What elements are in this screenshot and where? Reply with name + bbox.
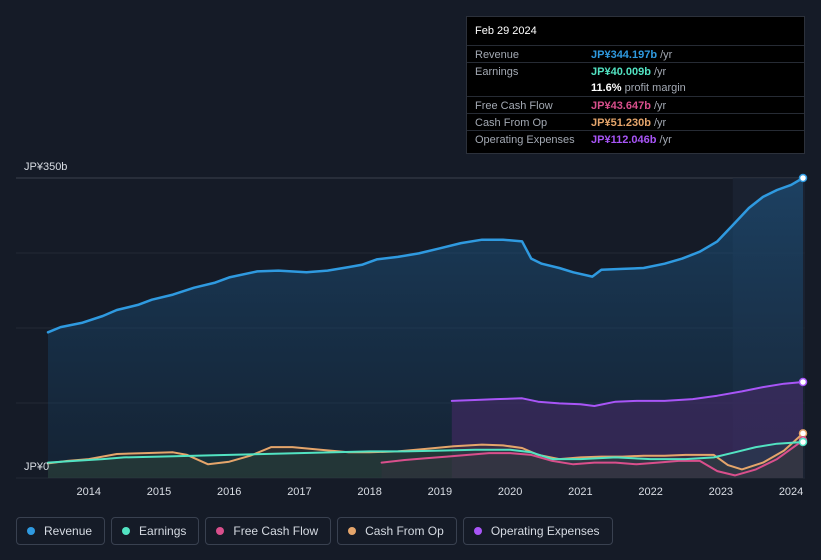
tooltip-row-label: Revenue [475, 49, 520, 61]
earnings-line [47, 441, 804, 464]
x-tick-label: 2018 [357, 486, 381, 498]
legend-label: Operating Expenses [490, 524, 600, 538]
legend-label: Cash From Op [365, 524, 444, 538]
tooltip-panel: Feb 29 2024 Revenue JP¥344.197b /yr Earnin… [466, 16, 805, 154]
tooltip-date: Feb 29 2024 [475, 25, 537, 37]
tooltip-row: Revenue JP¥344.197b /yr [467, 45, 804, 62]
y-axis-bottom-label: JP¥0 [24, 461, 49, 473]
legend-label: Revenue [44, 524, 93, 538]
legend-item-revenue[interactable]: Revenue [16, 517, 106, 545]
legend-item-earnings[interactable]: Earnings [111, 517, 200, 545]
x-tick-label: 2022 [638, 486, 662, 498]
legend-dot-icon [216, 527, 225, 535]
legend-item-operating-expenses[interactable]: Operating Expenses [462, 517, 613, 545]
tooltip-value-number: JP¥51.230b [591, 117, 651, 129]
x-axis-ticks: 2014 2015 2016 2017 2018 2019 2020 2021 2022 2023… [76, 486, 803, 498]
series-endpoints [798, 173, 808, 447]
x-tick-label: 2024 [779, 486, 803, 498]
tooltip-value-number: JP¥43.647b [591, 100, 651, 112]
tooltip-row-value: 11.6% profit margin [591, 82, 686, 94]
tooltip-value-number: 11.6% [591, 82, 622, 94]
operating-expenses-endpoint[interactable] [798, 377, 808, 387]
tooltip-value-number: JP¥344.197b [591, 49, 658, 61]
revenue-line [46, 176, 805, 334]
legend: Revenue Earnings Free Cash Flow Cash From O… [16, 517, 613, 545]
series-areas [48, 178, 803, 478]
legend-item-free-cash-flow[interactable]: Free Cash Flow [205, 517, 332, 545]
tooltip-row: Earnings JP¥40.009b /yr [467, 62, 804, 79]
tooltip-value-unit: /yr [656, 134, 672, 146]
tooltip-row: Operating Expenses JP¥112.046b /yr [467, 130, 804, 147]
series-lines [46, 176, 805, 477]
legend-item-cash-from-op[interactable]: Cash From Op [337, 517, 457, 545]
legend-dot-icon [348, 527, 357, 535]
tooltip-value-unit: /yr [657, 49, 673, 61]
legend-label: Earnings [139, 524, 187, 538]
free-cash-flow-area [381, 440, 803, 478]
tooltip-value-number: JP¥112.046b [591, 134, 657, 146]
tooltip-row-value: JP¥43.647b /yr [591, 100, 666, 112]
tooltip-row-label: Cash From Op [475, 117, 548, 129]
x-tick-label: 2021 [568, 486, 592, 498]
tooltip-row-value: JP¥112.046b /yr [591, 134, 672, 146]
x-tick-label: 2016 [217, 486, 241, 498]
legend-dot-icon [27, 527, 35, 535]
x-tick-label: 2014 [76, 486, 100, 498]
tooltip-row-value: JP¥40.009b /yr [591, 66, 666, 78]
y-axis-top-label: JP¥350b [24, 161, 67, 173]
tooltip-row: Cash From Op JP¥51.230b /yr [467, 113, 804, 130]
tooltip-value-unit: /yr [650, 100, 667, 112]
tooltip-value-unit: /yr [650, 117, 667, 129]
cash-from-op-endpoint[interactable] [798, 429, 808, 438]
tooltip-row-value: JP¥344.197b /yr [591, 49, 672, 61]
tooltip-row-label: Free Cash Flow [475, 100, 553, 112]
x-tick-label: 2019 [428, 486, 452, 498]
tooltip-row: 11.6% profit margin [467, 79, 804, 96]
tooltip-row-label: Earnings [475, 66, 519, 78]
x-tick-label: 2020 [498, 486, 522, 498]
tooltip-value-unit: profit margin [621, 82, 686, 94]
x-tick-label: 2017 [287, 486, 311, 498]
tooltip-value-number: JP¥40.009b [591, 66, 651, 78]
tooltip-value-unit: /yr [650, 66, 667, 78]
earnings-area [48, 442, 803, 478]
legend-label: Free Cash Flow [233, 524, 319, 538]
legend-dot-icon [473, 527, 482, 535]
cash-from-op-area [48, 433, 803, 478]
operating-expenses-line [450, 381, 804, 407]
earnings-endpoint[interactable] [798, 437, 808, 447]
tooltip-row-label: Operating Expenses [475, 134, 575, 146]
revenue-endpoint[interactable] [798, 173, 808, 183]
legend-dot-icon [122, 527, 131, 535]
x-tick-label: 2023 [709, 486, 733, 498]
cash-from-op-line [47, 432, 804, 471]
free-cash-flow-line [380, 439, 804, 477]
tooltip-row: Free Cash Flow JP¥43.647b /yr [467, 96, 804, 113]
x-tick-label: 2015 [147, 486, 171, 498]
tooltip-row-value: JP¥51.230b /yr [591, 117, 666, 129]
